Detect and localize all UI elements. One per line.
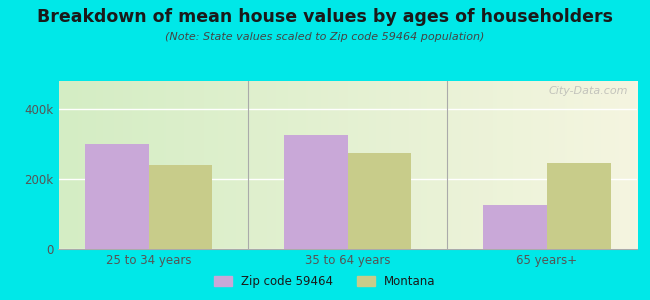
Bar: [149, 165, 213, 249]
Bar: [547, 163, 611, 249]
Bar: [483, 205, 547, 249]
Bar: [284, 135, 348, 249]
Bar: [84, 144, 149, 249]
Text: Breakdown of mean house values by ages of householders: Breakdown of mean house values by ages o…: [37, 8, 613, 26]
Bar: [348, 153, 411, 249]
Legend: Zip code 59464, Montana: Zip code 59464, Montana: [209, 270, 441, 292]
Text: City-Data.com: City-Data.com: [549, 86, 629, 96]
Text: (Note: State values scaled to Zip code 59464 population): (Note: State values scaled to Zip code 5…: [165, 32, 485, 41]
